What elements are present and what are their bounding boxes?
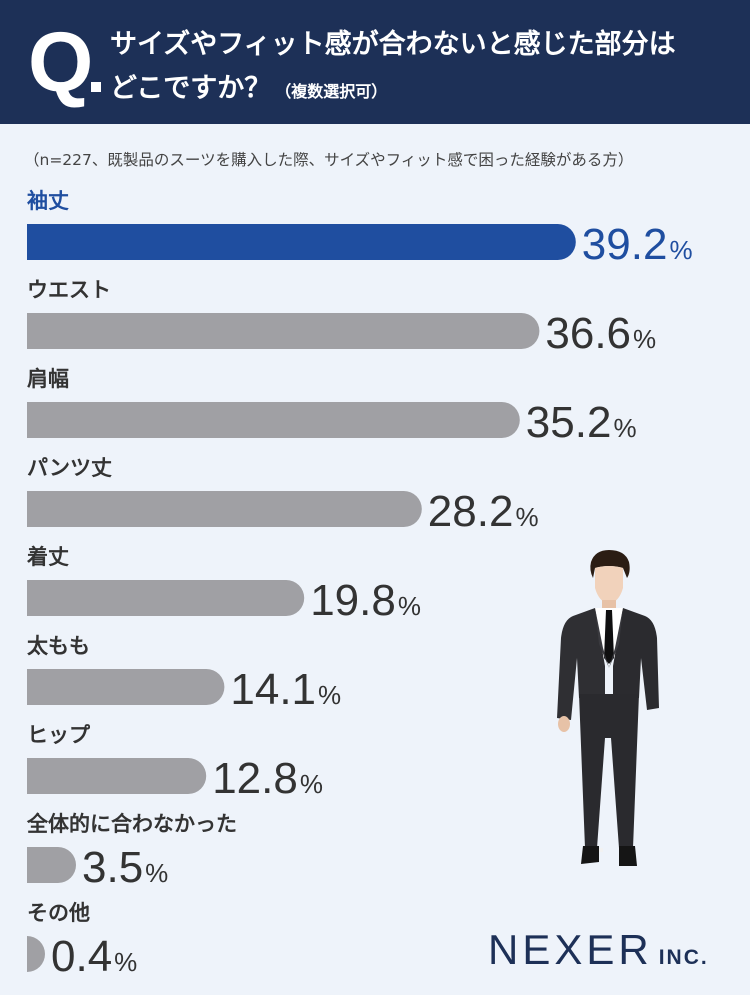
value-label-4: 19.8% xyxy=(310,576,421,625)
bar-8 xyxy=(27,936,45,972)
value-label-1: 36.6% xyxy=(545,309,656,358)
value-label-3: 28.2% xyxy=(428,487,539,536)
value-label-0: 39.2% xyxy=(582,220,693,269)
value-label-5: 14.1% xyxy=(230,665,341,714)
question-line-1: サイズやフィット感が合わないと感じた部分は xyxy=(110,29,676,60)
survey-subtitle: （n=227、既製品のスーツを購入した際、サイズやフィット感で困った経験がある方… xyxy=(24,151,634,169)
logo-sub-text: INC. xyxy=(658,946,709,969)
category-label-4: 着丈 xyxy=(26,545,69,569)
value-label-6: 12.8% xyxy=(212,754,323,803)
category-label-3: パンツ丈 xyxy=(27,456,112,480)
category-label-6: ヒップ xyxy=(27,723,91,747)
category-label-5: 太もも xyxy=(27,634,90,658)
bar-1 xyxy=(27,313,540,349)
bar-4 xyxy=(27,580,305,616)
logo-main-text: NEXER xyxy=(488,926,653,973)
value-label-7: 3.5% xyxy=(82,843,168,892)
businessman-illustration xyxy=(557,550,659,866)
question-note: （複数選択可） xyxy=(275,82,388,101)
bar-2 xyxy=(27,402,520,438)
category-label-8: その他 xyxy=(27,901,90,925)
question-mark-letter: Q xyxy=(28,15,94,109)
bar-6 xyxy=(27,758,207,794)
category-label-7: 全体的に合わなかった xyxy=(26,812,237,836)
value-label-8: 0.4% xyxy=(51,932,137,981)
bar-3 xyxy=(27,491,422,527)
bar-0 xyxy=(27,224,576,260)
value-label-2: 35.2% xyxy=(526,398,637,447)
bar-5 xyxy=(27,669,225,705)
question-mark-dot xyxy=(91,82,101,92)
category-label-0: 袖丈 xyxy=(27,189,69,213)
question-line-2-text: どこですか？ xyxy=(110,73,272,104)
question-header: Q サイズやフィット感が合わないと感じた部分は どこですか？ （複数選択可） xyxy=(0,0,750,124)
nexer-logo: NEXER INC. xyxy=(488,926,709,974)
bar-7 xyxy=(27,847,76,883)
question-line-2: どこですか？ （複数選択可） xyxy=(110,66,387,105)
category-label-2: 肩幅 xyxy=(27,367,69,391)
category-label-1: ウエスト xyxy=(27,278,111,302)
